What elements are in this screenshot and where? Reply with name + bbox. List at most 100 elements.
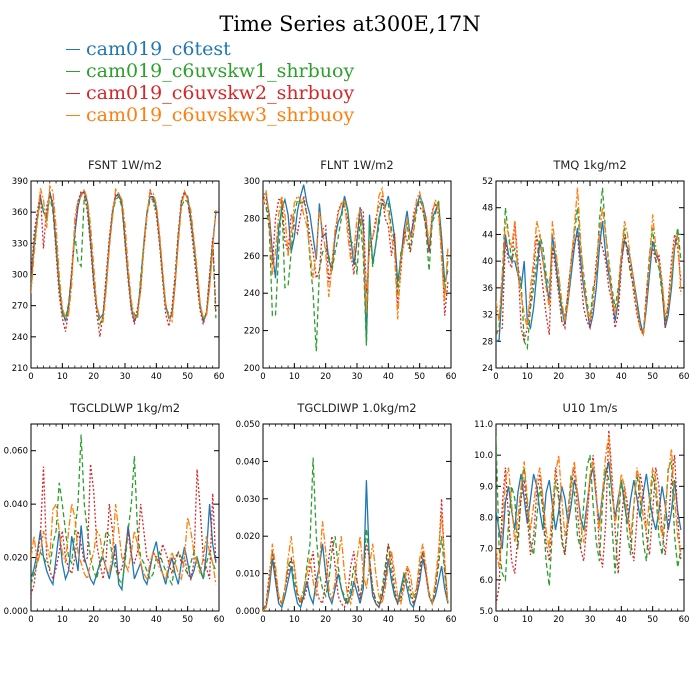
- y-tick-label: 0.010: [236, 570, 260, 580]
- y-tick-label: 10.0: [474, 451, 493, 461]
- x-tick-label: 60: [679, 615, 690, 625]
- y-tick-label: 240: [12, 333, 28, 343]
- x-tick-label: 50: [647, 372, 658, 382]
- legend-swatch: [66, 114, 80, 116]
- x-tick-label: 0: [260, 372, 265, 382]
- x-tick-label: 10: [57, 372, 68, 382]
- x-tick-label: 0: [260, 615, 265, 625]
- chart-panel: TMQ 1kg/m2 0 10 20 30 40 50 60 24 28 32 36 40 44 48 52: [482, 158, 689, 382]
- series-line: [496, 436, 682, 587]
- series-line: [496, 221, 681, 342]
- y-tick-label: 0.060: [4, 447, 28, 457]
- x-tick-label: 20: [553, 372, 564, 382]
- y-tick-label: 330: [12, 239, 28, 249]
- x-tick-label: 50: [414, 615, 425, 625]
- legend-item: cam019_c6uvskw1_shrbuoy: [66, 60, 354, 82]
- x-tick-label: 0: [28, 615, 33, 625]
- panel-title: FLNT 1W/m2: [320, 158, 393, 172]
- y-tick-label: 210: [12, 364, 28, 374]
- x-tick-label: 50: [182, 372, 193, 382]
- chart-panel: TGCLDLWP 1kg/m2 0 10 20 30 40 50 60 0.000 0.020 0.…: [4, 401, 225, 625]
- legend-item: cam019_c6test: [66, 38, 354, 60]
- y-tick-label: 270: [12, 302, 28, 312]
- plot-frame: [30, 423, 220, 612]
- x-tick-label: 10: [289, 372, 300, 382]
- x-tick-label: 10: [522, 615, 533, 625]
- series-line: [496, 187, 682, 338]
- y-tick-label: 8.0: [479, 514, 493, 524]
- x-tick-label: 30: [585, 615, 596, 625]
- x-tick-label: 20: [553, 615, 564, 625]
- series-line: [263, 513, 449, 611]
- x-tick-label: 20: [88, 615, 99, 625]
- series-line: [31, 504, 217, 592]
- y-tick-label: 0.040: [4, 500, 28, 510]
- y-tick-label: 0.050: [236, 420, 260, 430]
- y-tick-label: 36: [482, 284, 493, 294]
- y-tick-label: 0.000: [236, 607, 260, 617]
- x-tick-label: 60: [446, 615, 457, 625]
- series-line: [496, 187, 682, 351]
- series-line: [31, 184, 217, 324]
- x-tick-label: 40: [151, 615, 162, 625]
- y-tick-label: 0.020: [4, 554, 28, 564]
- y-tick-label: 240: [244, 289, 260, 299]
- legend-label: cam019_c6uvskw3_shrbuoy: [86, 104, 355, 126]
- y-tick-label: 48: [482, 204, 493, 214]
- y-tick-label: 0.020: [236, 532, 260, 542]
- x-tick-label: 0: [28, 372, 33, 382]
- panel-title: TGCLDLWP 1kg/m2: [69, 401, 180, 415]
- legend-swatch: [66, 92, 80, 94]
- y-tick-label: 300: [12, 271, 28, 281]
- x-tick-label: 50: [647, 615, 658, 625]
- x-tick-label: 10: [522, 372, 533, 382]
- x-tick-label: 20: [320, 372, 331, 382]
- y-tick-label: 0.030: [236, 495, 260, 505]
- chart-panel: FLNT 1W/m2 0 10 20 30 40 50 60 200 220 240 260 280 30…: [244, 158, 457, 382]
- legend-label: cam019_c6uvskw1_shrbuoy: [86, 60, 355, 82]
- x-tick-label: 40: [616, 372, 627, 382]
- series-line: [263, 184, 449, 342]
- panel-title: U10 1m/s: [562, 401, 617, 415]
- x-tick-label: 10: [289, 615, 300, 625]
- chart-panel: TGCLDIWP 1.0kg/m2 0 10 20 30 40 50 60 0.000 0.010…: [236, 401, 457, 625]
- x-tick-label: 20: [88, 372, 99, 382]
- x-tick-label: 40: [151, 372, 162, 382]
- y-tick-label: 5.0: [479, 607, 493, 617]
- legend-item: cam019_c6uvskw3_shrbuoy: [66, 104, 354, 126]
- x-tick-label: 60: [214, 615, 225, 625]
- y-tick-label: 0.000: [4, 607, 28, 617]
- legend-label: cam019_c6uvskw2_shrbuoy: [86, 82, 355, 104]
- page-title: Time Series at300E,17N: [219, 12, 481, 36]
- x-tick-label: 50: [414, 372, 425, 382]
- x-tick-label: 30: [120, 615, 131, 625]
- x-tick-label: 40: [383, 615, 394, 625]
- series-line: [496, 430, 682, 605]
- y-tick-label: 9.0: [479, 482, 493, 492]
- x-tick-label: 40: [616, 615, 627, 625]
- legend-item: cam019_c6uvskw2_shrbuoy: [66, 82, 354, 104]
- series-line: [263, 197, 449, 352]
- x-tick-label: 60: [214, 372, 225, 382]
- x-tick-label: 40: [383, 372, 394, 382]
- series-line: [31, 502, 217, 585]
- legend-label: cam019_c6test: [86, 38, 231, 60]
- legend-swatch: [66, 70, 80, 72]
- y-tick-label: 40: [482, 257, 493, 267]
- y-tick-label: 200: [244, 364, 260, 374]
- plot-frame: [495, 423, 685, 612]
- y-tick-label: 260: [244, 252, 260, 262]
- series-line: [263, 186, 449, 320]
- y-tick-label: 7.0: [479, 545, 493, 555]
- x-tick-label: 60: [446, 372, 457, 382]
- y-tick-label: 280: [244, 214, 260, 224]
- x-tick-label: 0: [493, 372, 498, 382]
- series-line: [263, 480, 449, 611]
- y-tick-label: 360: [12, 208, 28, 218]
- series-line: [496, 436, 682, 568]
- x-tick-label: 30: [352, 372, 363, 382]
- panel-title: TMQ 1kg/m2: [552, 158, 626, 172]
- series-line: [31, 434, 217, 587]
- series-line: [31, 195, 217, 327]
